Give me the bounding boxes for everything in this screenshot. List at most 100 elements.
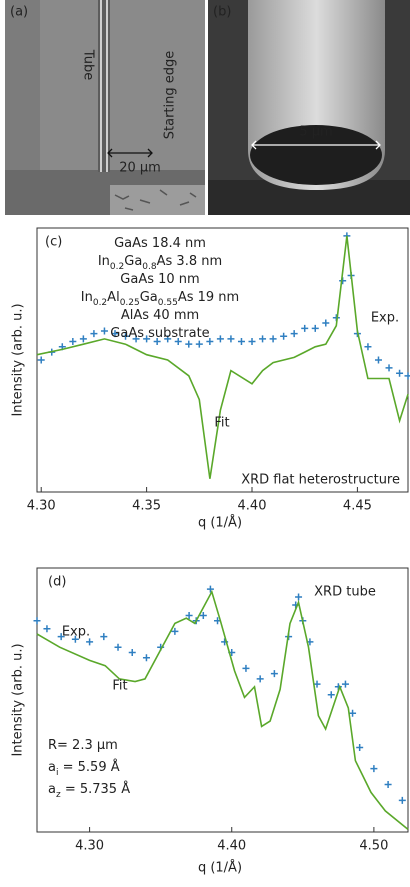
x-axis-label: q (1/Å) — [198, 515, 242, 531]
data-point — [280, 333, 287, 340]
sem-image-a: (a) Tube Starting edge 20 µm — [5, 0, 205, 215]
y-axis-label: Intensity (arb. u.) — [11, 303, 26, 416]
annotation-part: 0.25 — [120, 298, 140, 308]
data-point — [364, 343, 371, 350]
scale-label: 5 µm — [299, 125, 332, 140]
annotation-part: As 3.8 nm — [157, 254, 223, 269]
data-point — [38, 357, 45, 364]
data-point — [356, 744, 363, 751]
annotation-part: In — [81, 290, 93, 305]
data-point — [101, 327, 108, 334]
data-point — [90, 330, 97, 337]
data-point — [312, 325, 319, 332]
data-point — [396, 370, 403, 377]
series-label: Exp. — [371, 311, 399, 326]
data-point — [242, 665, 249, 672]
data-point — [238, 338, 245, 345]
data-point — [399, 797, 406, 804]
plot-frame — [37, 228, 408, 492]
data-point — [129, 649, 136, 656]
data-point — [227, 335, 234, 342]
data-point — [249, 338, 256, 345]
annotation-part: Ga — [124, 254, 142, 269]
data-point — [115, 644, 122, 651]
data-point — [69, 338, 76, 345]
annotation: az = 5.735 Å — [48, 781, 130, 800]
data-point — [34, 617, 41, 624]
sem-image-b: (b) 5 µm — [208, 0, 410, 215]
y-axis-label: Intensity (arb. u.) — [11, 643, 26, 756]
data-point — [301, 325, 308, 332]
data-point — [100, 633, 107, 640]
fit-line — [37, 236, 408, 479]
scale-label: 20 µm — [119, 161, 161, 176]
annotation-part: 0.2 — [93, 298, 107, 308]
data-point — [257, 675, 264, 682]
x-tick-label: 4.40 — [217, 839, 246, 854]
annotation-part: Ga — [140, 290, 158, 305]
image-label: Starting edge — [163, 51, 178, 140]
annotation-part: As 19 nm — [178, 290, 239, 305]
x-axis-label: q (1/Å) — [198, 860, 242, 876]
x-tick-label: 4.40 — [238, 499, 267, 514]
series-label: Fit — [112, 679, 127, 694]
annotation-part: R= 2.3 µm — [48, 738, 118, 753]
annotation-part: 0.55 — [158, 298, 178, 308]
data-point — [43, 625, 50, 632]
annotation-part: In — [98, 254, 110, 269]
x-tick-label: 4.50 — [359, 839, 388, 854]
annotation: GaAs 18.4 nm — [114, 236, 206, 251]
data-point — [385, 781, 392, 788]
annotation-part: Al — [107, 290, 120, 305]
x-tick-label: 4.45 — [343, 499, 372, 514]
annotation: AlAs 40 mm — [121, 308, 199, 323]
data-point — [196, 341, 203, 348]
annotation-part: 0.8 — [142, 262, 157, 272]
data-point — [259, 335, 266, 342]
data-point — [405, 372, 410, 379]
annotation-part: GaAs substrate — [110, 326, 209, 341]
panel-label: (b) — [213, 5, 231, 20]
data-point — [328, 691, 335, 698]
annotation: ai = 5.59 Å — [48, 759, 120, 778]
data-point — [342, 681, 349, 688]
x-tick-label: 4.30 — [27, 499, 56, 514]
data-point — [375, 357, 382, 364]
annotation-part: AlAs 40 mm — [121, 308, 199, 323]
annotation-part: GaAs 10 nm — [120, 272, 199, 287]
chart-title: XRD tube — [314, 585, 376, 600]
annotation-part: = 5.735 Å — [61, 781, 131, 797]
image-label: Tube — [81, 49, 96, 80]
panel-label: (d) — [48, 575, 66, 590]
data-point — [322, 320, 329, 327]
data-point — [291, 330, 298, 337]
annotation-part: 0.2 — [110, 262, 124, 272]
series-label: Exp. — [62, 625, 90, 640]
annotation-part: a — [48, 760, 56, 775]
panel-label: (c) — [45, 235, 62, 250]
data-point — [207, 586, 214, 593]
data-point — [370, 765, 377, 772]
data-point — [80, 335, 87, 342]
annotation: GaAs 10 nm — [120, 272, 199, 287]
data-point — [271, 670, 278, 677]
chart-title: XRD flat heterostructure — [241, 473, 400, 488]
data-point — [386, 364, 393, 371]
data-point — [143, 654, 150, 661]
annotation: R= 2.3 µm — [48, 738, 118, 753]
data-point — [270, 335, 277, 342]
panel-label: (a) — [10, 5, 28, 20]
series-label: Fit — [214, 416, 229, 431]
data-point — [295, 594, 302, 601]
annotation-part: a — [48, 782, 56, 797]
annotation: In0.2Al0.25Ga0.55As 19 nm — [81, 290, 239, 308]
data-point — [217, 335, 224, 342]
data-point — [185, 341, 192, 348]
annotation-part: = 5.59 Å — [58, 759, 119, 775]
x-tick-label: 4.35 — [132, 499, 161, 514]
x-tick-label: 4.30 — [75, 839, 104, 854]
annotation: GaAs substrate — [110, 326, 209, 341]
annotation: In0.2Ga0.8As 3.8 nm — [98, 254, 222, 272]
annotation-part: GaAs 18.4 nm — [114, 236, 206, 251]
